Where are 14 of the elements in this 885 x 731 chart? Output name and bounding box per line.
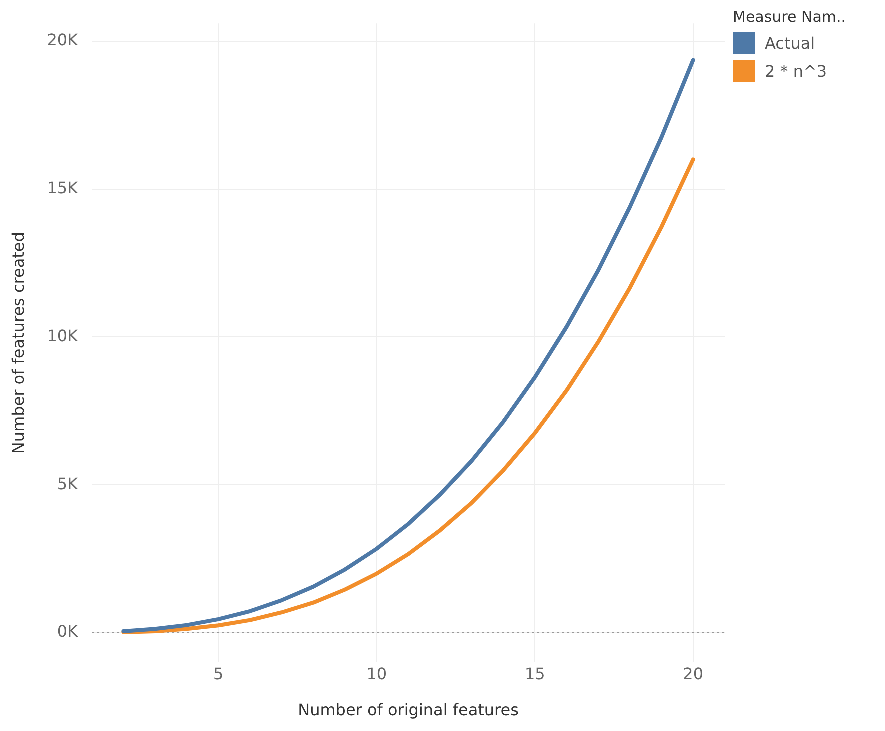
legend-title: Measure Nam..	[733, 8, 848, 26]
y-tick-label: 20K	[47, 30, 79, 50]
y-tick-label: 10K	[47, 326, 79, 346]
legend-label: Actual	[765, 34, 816, 52]
y-tick-label: 5K	[57, 474, 79, 494]
x-axis-title: Number of original features	[298, 700, 519, 720]
x-tick-label: 15	[524, 664, 546, 684]
y-axis-title: Number of features created	[8, 232, 28, 454]
y-tick-label: 0K	[57, 622, 79, 642]
y-tick-label: 15K	[47, 178, 79, 198]
x-tick-label: 20	[683, 664, 704, 684]
legend-label: 2 * n^3	[765, 62, 828, 80]
x-tick-label: 5	[214, 664, 224, 684]
x-tick-label: 10	[366, 664, 388, 684]
